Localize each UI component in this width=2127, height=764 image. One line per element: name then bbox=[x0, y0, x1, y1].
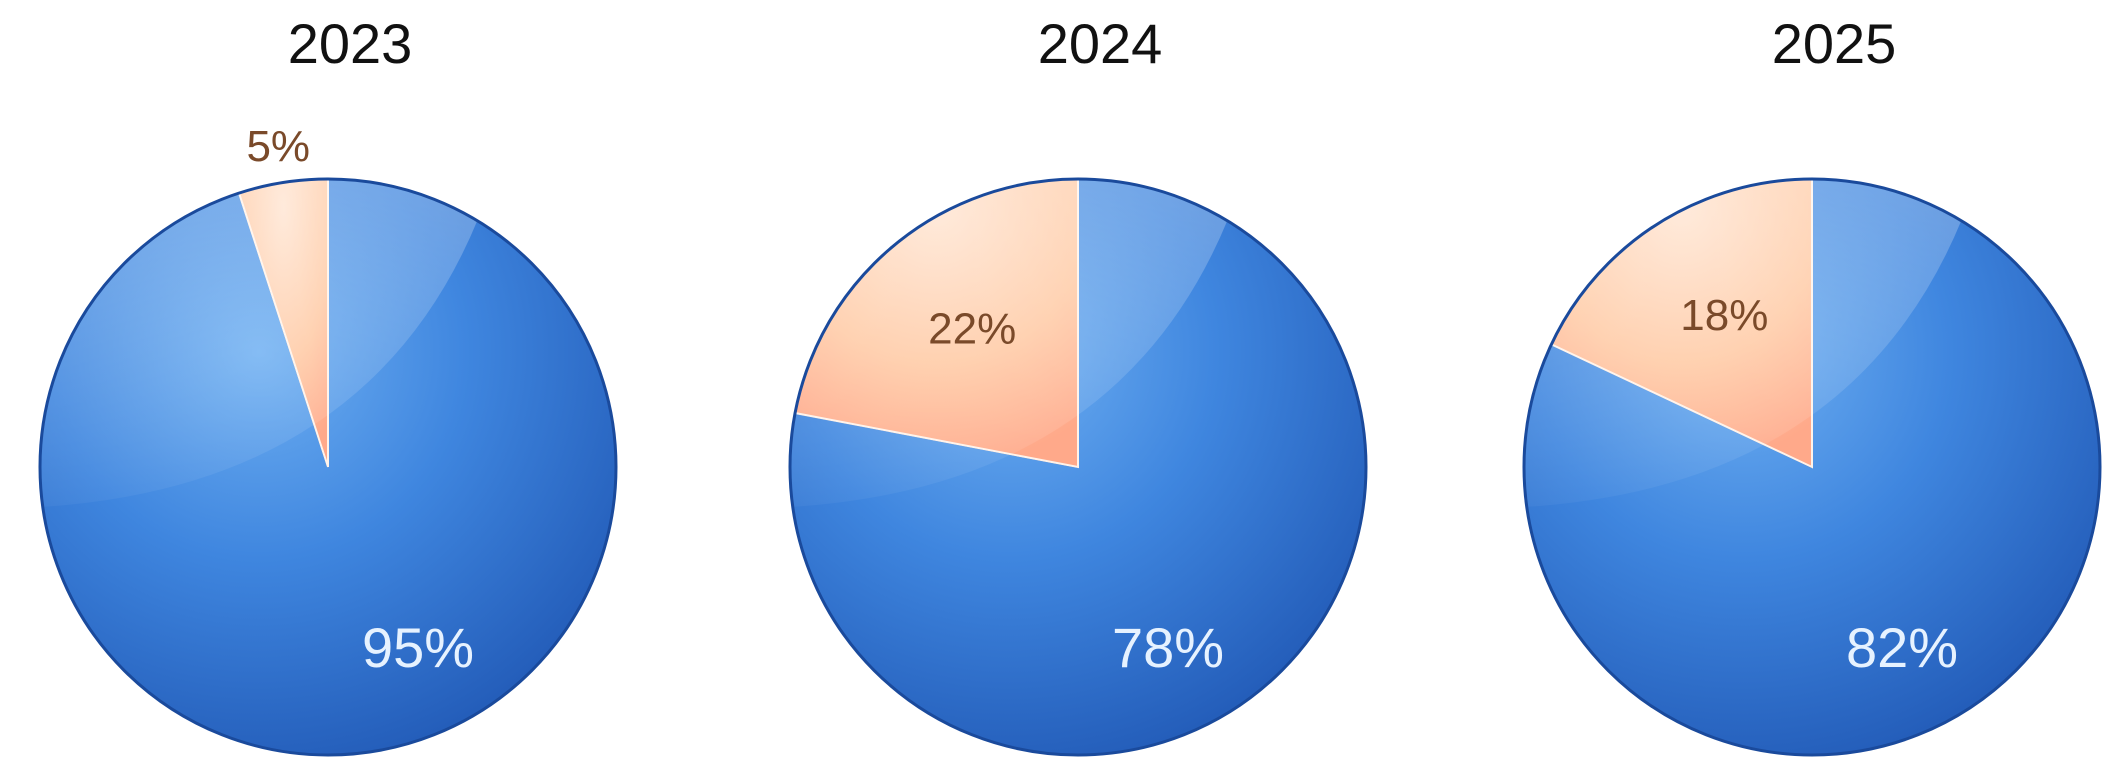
slice-label-minor: 18% bbox=[1680, 291, 1768, 340]
chart-title: 2023 bbox=[288, 12, 413, 75]
pie-chart-2023: 2023 5% 95% bbox=[37, 12, 616, 755]
slice-label-minor: 22% bbox=[928, 304, 1016, 353]
chart-title: 2025 bbox=[1772, 12, 1897, 75]
slice-label-major: 82% bbox=[1846, 616, 1958, 679]
slice-label-minor: 5% bbox=[246, 122, 310, 171]
slice-label-major: 78% bbox=[1112, 616, 1224, 679]
chart-title: 2024 bbox=[1038, 12, 1163, 75]
pie-chart-2025: 2025 18% 82% bbox=[1521, 12, 2100, 755]
slice-label-major: 95% bbox=[362, 616, 474, 679]
pie-chart-2024: 2024 22% 78% bbox=[787, 12, 1366, 755]
